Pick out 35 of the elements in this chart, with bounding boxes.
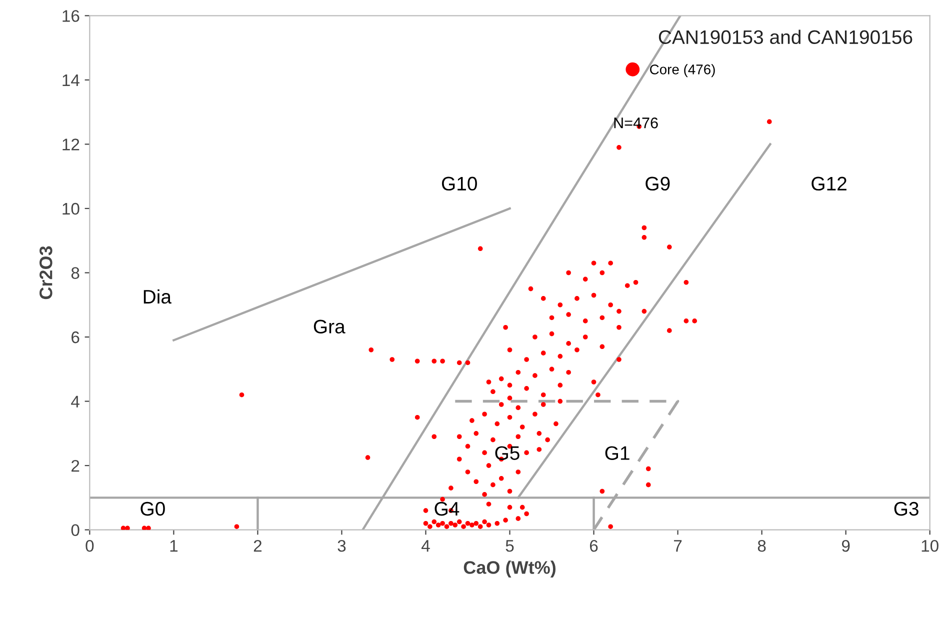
- x-tick-label: 5: [506, 540, 514, 552]
- annotation: G0: [140, 502, 165, 516]
- annotation: G9: [646, 176, 670, 191]
- annotation: N=476: [614, 118, 658, 128]
- annotation: G12: [812, 176, 846, 191]
- x-tick-label: 8: [758, 540, 766, 552]
- y-tick-label: 10: [62, 202, 80, 215]
- x-tick-label: 7: [674, 540, 682, 552]
- y-tick-label: 12: [62, 138, 80, 150]
- annotation: G10: [442, 176, 477, 191]
- x-tick-label: 0: [86, 540, 94, 552]
- y-tick-label: 4: [71, 396, 80, 408]
- text: CAN190153 and CAN190156: [658, 30, 912, 44]
- y-tick-label: 2: [72, 460, 80, 472]
- x-tick-label: 9: [842, 540, 850, 552]
- annotation: G4: [434, 502, 460, 516]
- y-tick-label: 8: [71, 267, 80, 279]
- y-tick-label: 0: [71, 524, 80, 536]
- legend-label: Core (476): [650, 64, 715, 78]
- y-axis-title: Cr2O3: [40, 246, 52, 300]
- x-axis-title: CaO (Wt%): [464, 560, 556, 578]
- annotation: Gra: [314, 320, 346, 334]
- x-tick-label: 6: [590, 540, 598, 552]
- annotation: G1: [605, 446, 630, 460]
- x-tick-label: 1: [170, 540, 178, 552]
- y-tick-label: 16: [62, 10, 80, 22]
- annotation: G5: [495, 446, 520, 460]
- annotation: G3: [894, 502, 918, 516]
- x-tick-label: 2: [254, 540, 262, 552]
- x-tick-label: 3: [338, 540, 346, 552]
- annotation: Dia: [144, 289, 172, 304]
- x-tick-label: 10: [922, 540, 938, 552]
- y-tick-label: 6: [72, 331, 80, 344]
- y-tick-label: 14: [62, 74, 80, 86]
- x-tick-label: 4: [421, 540, 430, 552]
